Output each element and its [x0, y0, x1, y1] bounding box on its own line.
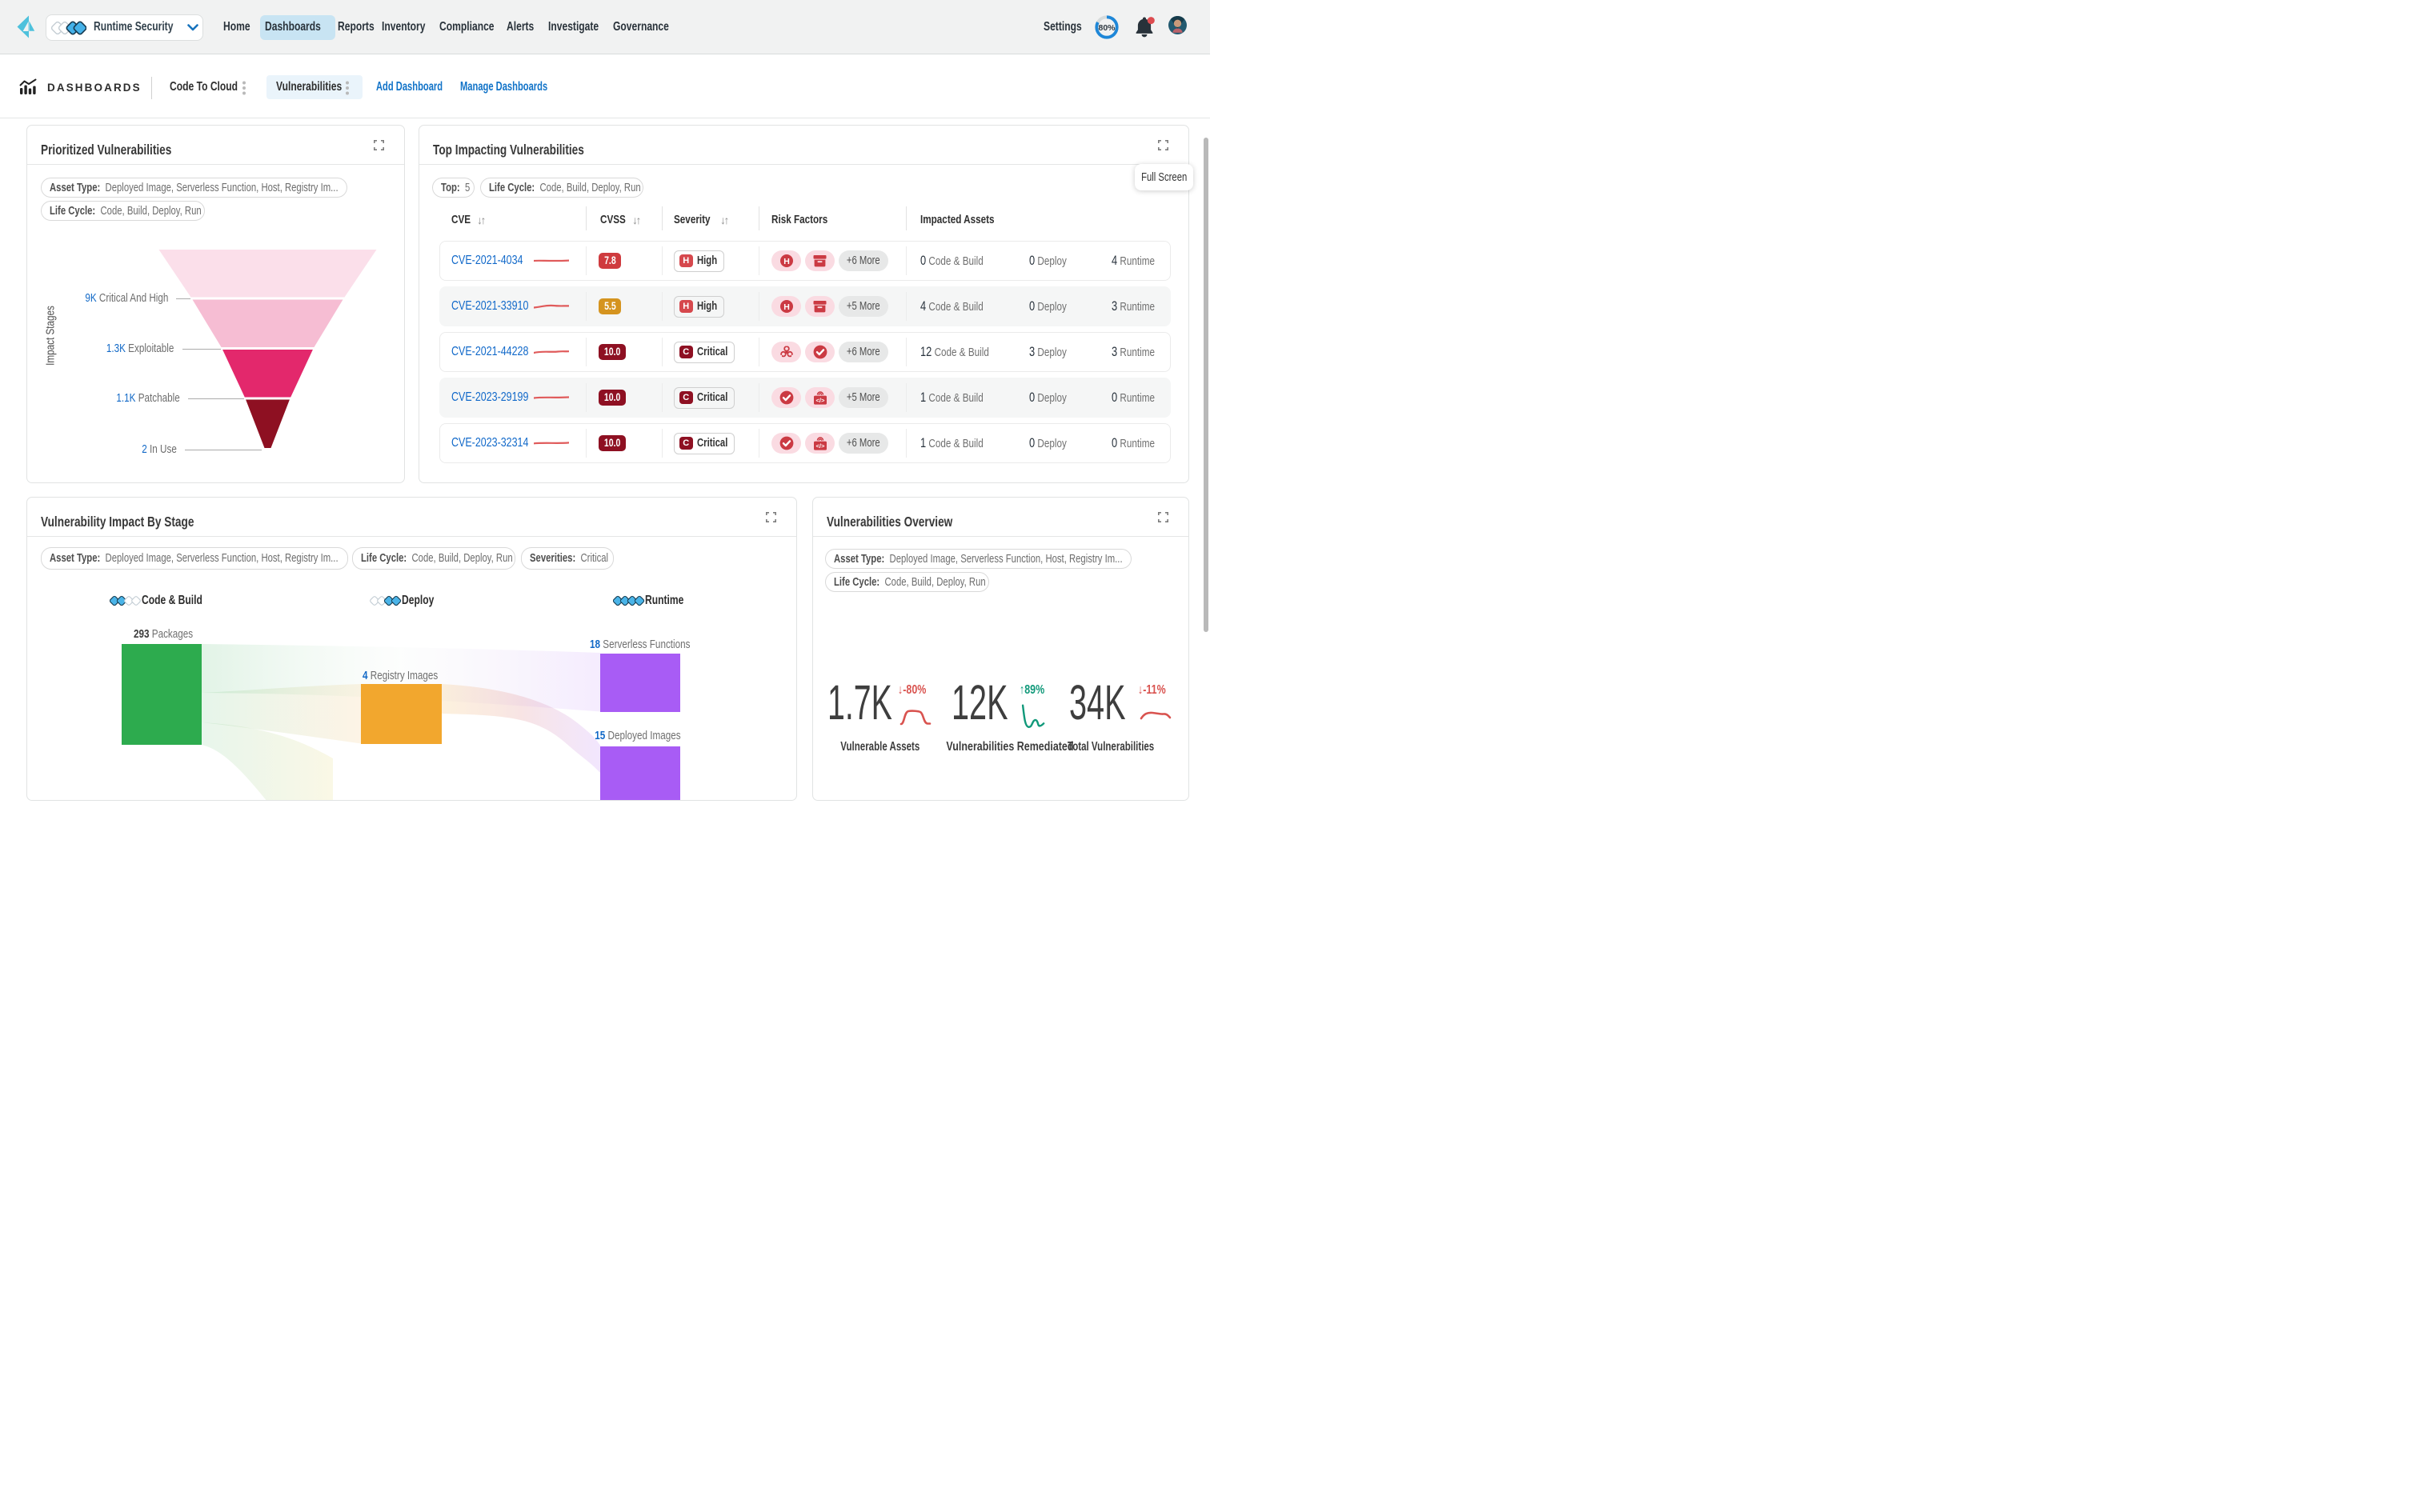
svg-text:H: H	[783, 302, 790, 312]
svg-text:</>: </>	[815, 442, 825, 450]
svg-text:80%: 80%	[1098, 23, 1116, 33]
svg-text:</>: </>	[815, 397, 825, 404]
svg-text:H: H	[783, 257, 790, 266]
